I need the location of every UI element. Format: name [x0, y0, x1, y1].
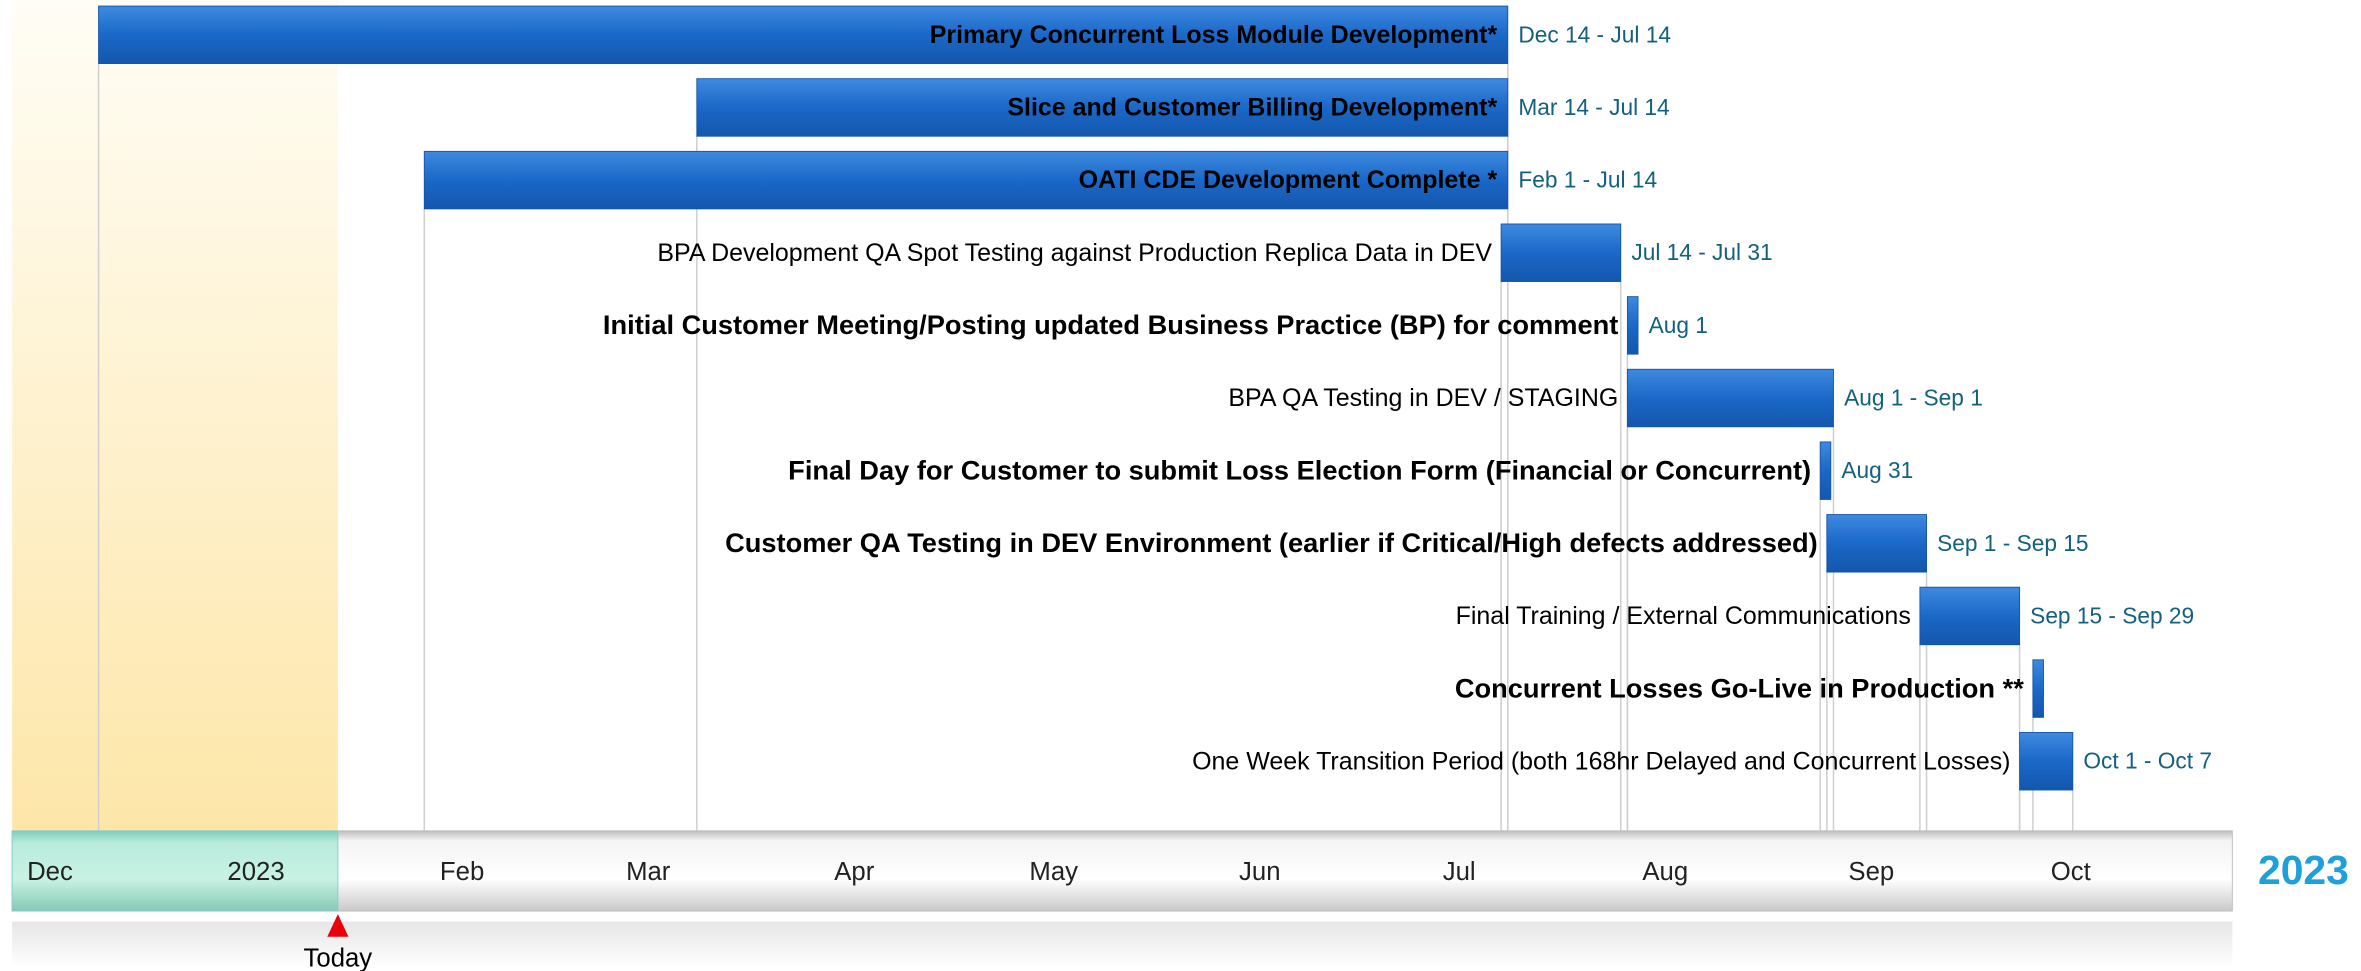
task-bar	[423, 150, 1509, 210]
x-tick-label: Aug	[1642, 858, 1688, 886]
x-tick-label: Jul	[1443, 858, 1476, 886]
task-label: Final Training / External Communications	[1456, 602, 1911, 630]
task-dates: Aug 1 - Sep 1	[1844, 385, 1983, 411]
task-dates: Oct 1 - Oct 7	[2083, 748, 2212, 774]
task-label: Initial Customer Meeting/Posting updated…	[603, 309, 1618, 340]
task-dates: Sep 15 - Sep 29	[2030, 602, 2194, 628]
task-dates: Feb 1 - Jul 14	[1518, 167, 1657, 193]
task-label: OATI CDE Development Complete *	[1079, 166, 1498, 194]
task-bar	[2032, 659, 2044, 718]
x-tick-label: Sep	[1848, 858, 1894, 886]
year-label: 2023	[2258, 847, 2349, 893]
task-bar	[98, 5, 1509, 65]
x-tick-label: 2023	[227, 858, 284, 886]
task-dates: Aug 1	[1649, 312, 1708, 338]
today-marker	[327, 914, 349, 937]
x-tick-label: Mar	[626, 858, 671, 886]
task-bar	[1500, 223, 1622, 282]
task-label: Final Day for Customer to submit Loss El…	[788, 454, 1811, 485]
task-bar	[1626, 296, 1639, 355]
x-tick-label: May	[1029, 858, 1078, 886]
x-tick-label: Oct	[2051, 858, 2091, 886]
x-tick-label: Apr	[834, 858, 874, 886]
foreground-layer: Dec 2023 Feb Mar Apr May Jun Jul Aug Sep Oct 2023 To…	[11, 5, 2349, 971]
past-highlight	[12, 0, 338, 831]
task-bar	[1819, 441, 1832, 500]
axis-past-band	[11, 830, 339, 912]
x-tick-label: Dec	[27, 858, 73, 886]
task-dates: Dec 14 - Jul 14	[1518, 21, 1671, 47]
task-label: Slice and Customer Billing Development*	[1007, 94, 1497, 122]
task-dates: Jul 14 - Jul 31	[1631, 239, 1772, 265]
task-bar	[696, 78, 1509, 137]
background-layer	[12, 0, 2233, 968]
task-bar	[1919, 586, 2021, 646]
axis-band	[11, 830, 2233, 912]
axis-shadow	[12, 921, 2233, 968]
task-dates: Mar 14 - Jul 14	[1518, 94, 1669, 120]
task-dates: Sep 1 - Sep 15	[1937, 530, 2088, 556]
task-label: BPA Development QA Spot Testing against …	[657, 239, 1492, 267]
task-bar	[1826, 514, 1927, 573]
task-label: One Week Transition Period (both 168hr D…	[1192, 747, 2010, 775]
today-label: Today	[304, 944, 373, 971]
task-bar	[1626, 368, 1834, 428]
task-label: Primary Concurrent Loss Module Developme…	[930, 21, 1498, 49]
task-label: Concurrent Losses Go-Live in Production …	[1455, 672, 2024, 703]
task-bar	[2019, 732, 2074, 791]
task-dates: Aug 31	[1841, 457, 1913, 483]
task-label: Customer QA Testing in DEV Environment (…	[725, 527, 1818, 558]
x-tick-label: Jun	[1239, 858, 1280, 886]
x-tick-label: Feb	[440, 858, 484, 886]
task-label: BPA QA Testing in DEV / STAGING	[1228, 384, 1618, 412]
